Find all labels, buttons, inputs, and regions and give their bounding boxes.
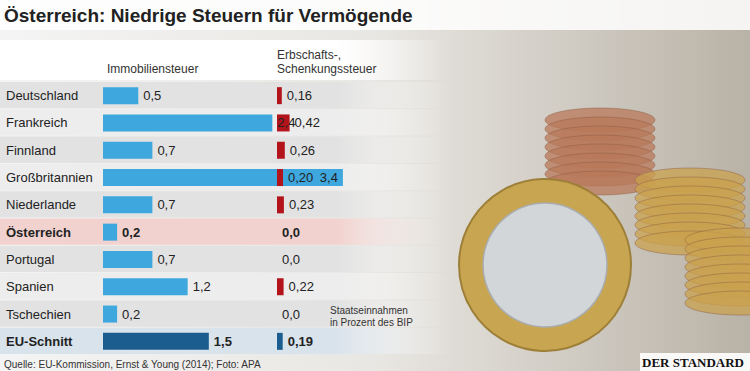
svg-text:Deutschland: Deutschland (6, 88, 78, 103)
svg-text:0,0: 0,0 (282, 307, 300, 322)
svg-text:Immobiliensteuer: Immobiliensteuer (107, 62, 198, 76)
svg-text:0,5: 0,5 (143, 88, 161, 103)
svg-text:0,7: 0,7 (157, 197, 175, 212)
svg-text:1,2: 1,2 (193, 279, 211, 294)
svg-text:2,4: 2,4 (277, 115, 295, 130)
svg-text:0,42: 0,42 (295, 115, 320, 130)
svg-text:Quelle: EU-Kommission, Ernst &: Quelle: EU-Kommission, Ernst & Young (20… (4, 359, 261, 370)
svg-text:Finnland: Finnland (6, 143, 56, 158)
svg-text:0,20: 0,20 (288, 170, 313, 185)
svg-text:Schenkungssteuer: Schenkungssteuer (277, 62, 376, 76)
svg-text:Niederlande: Niederlande (6, 197, 76, 212)
svg-text:0,7: 0,7 (157, 143, 175, 158)
svg-text:0,22: 0,22 (289, 279, 314, 294)
svg-text:0,7: 0,7 (157, 252, 175, 267)
svg-text:3,4: 3,4 (320, 170, 338, 185)
svg-text:0,26: 0,26 (290, 143, 315, 158)
svg-text:Spanien: Spanien (6, 279, 54, 294)
svg-text:0,23: 0,23 (289, 197, 314, 212)
svg-text:0,0: 0,0 (282, 225, 300, 240)
svg-text:Erbschafts-,: Erbschafts-, (277, 48, 341, 62)
svg-text:0,0: 0,0 (282, 252, 300, 267)
svg-text:Tschechien: Tschechien (6, 307, 71, 322)
svg-text:Staatseinnahmen: Staatseinnahmen (330, 305, 408, 316)
svg-text:1,5: 1,5 (214, 334, 232, 349)
svg-text:Österreich: Niedrige Steuern f: Österreich: Niedrige Steuern für Vermöge… (4, 5, 413, 26)
svg-text:0,2: 0,2 (122, 225, 140, 240)
svg-text:Großbritannien: Großbritannien (6, 170, 93, 185)
svg-text:EU-Schnitt: EU-Schnitt (6, 334, 73, 349)
svg-text:DER STANDARD: DER STANDARD (642, 355, 744, 370)
svg-text:0,19: 0,19 (288, 334, 313, 349)
svg-text:0,2: 0,2 (122, 307, 140, 322)
svg-text:Frankreich: Frankreich (6, 115, 67, 130)
svg-text:in Prozent des BIP: in Prozent des BIP (330, 317, 413, 328)
svg-text:Portugal: Portugal (6, 252, 55, 267)
svg-text:Österreich: Österreich (6, 225, 71, 240)
svg-text:0,16: 0,16 (287, 88, 312, 103)
